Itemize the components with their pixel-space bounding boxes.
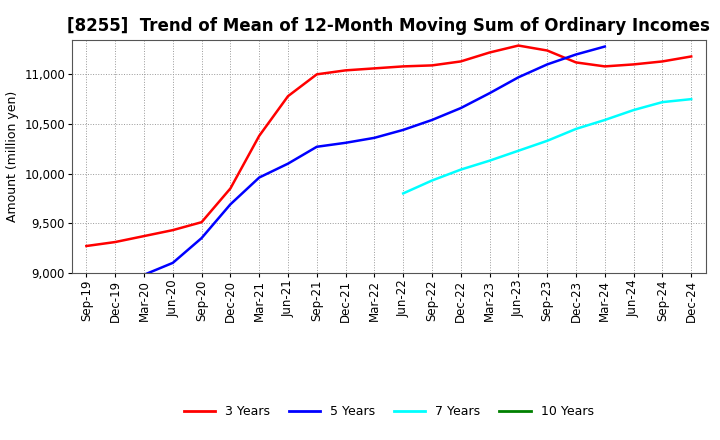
7 Years bbox=[428, 178, 436, 183]
3 Years bbox=[197, 220, 206, 225]
5 Years bbox=[600, 44, 609, 49]
5 Years bbox=[370, 135, 379, 140]
3 Years bbox=[399, 64, 408, 69]
Line: 7 Years: 7 Years bbox=[403, 99, 691, 194]
3 Years bbox=[543, 48, 552, 53]
5 Years bbox=[255, 175, 264, 180]
3 Years bbox=[514, 43, 523, 48]
5 Years bbox=[399, 127, 408, 132]
7 Years bbox=[687, 96, 696, 102]
3 Years bbox=[168, 227, 177, 233]
5 Years bbox=[226, 202, 235, 207]
3 Years bbox=[687, 54, 696, 59]
3 Years bbox=[485, 50, 494, 55]
5 Years bbox=[284, 161, 292, 166]
7 Years bbox=[399, 191, 408, 196]
7 Years bbox=[600, 117, 609, 123]
Line: 5 Years: 5 Years bbox=[144, 47, 605, 275]
5 Years bbox=[341, 140, 350, 146]
7 Years bbox=[514, 148, 523, 154]
3 Years bbox=[658, 59, 667, 64]
7 Years bbox=[658, 99, 667, 105]
Title: [8255]  Trend of Mean of 12-Month Moving Sum of Ordinary Incomes: [8255] Trend of Mean of 12-Month Moving … bbox=[68, 17, 710, 35]
5 Years bbox=[572, 52, 580, 57]
3 Years bbox=[140, 234, 148, 239]
3 Years bbox=[111, 239, 120, 245]
7 Years bbox=[456, 167, 465, 172]
3 Years bbox=[82, 243, 91, 249]
5 Years bbox=[140, 272, 148, 278]
Legend: 3 Years, 5 Years, 7 Years, 10 Years: 3 Years, 5 Years, 7 Years, 10 Years bbox=[179, 400, 598, 423]
7 Years bbox=[543, 138, 552, 143]
5 Years bbox=[428, 117, 436, 123]
3 Years bbox=[428, 63, 436, 68]
5 Years bbox=[485, 91, 494, 96]
3 Years bbox=[600, 64, 609, 69]
3 Years bbox=[629, 62, 638, 67]
3 Years bbox=[284, 94, 292, 99]
3 Years bbox=[572, 60, 580, 65]
5 Years bbox=[514, 75, 523, 80]
3 Years bbox=[370, 66, 379, 71]
Y-axis label: Amount (million yen): Amount (million yen) bbox=[6, 91, 19, 222]
7 Years bbox=[629, 107, 638, 113]
5 Years bbox=[197, 235, 206, 241]
7 Years bbox=[572, 126, 580, 132]
3 Years bbox=[312, 72, 321, 77]
7 Years bbox=[485, 158, 494, 163]
5 Years bbox=[168, 260, 177, 265]
3 Years bbox=[341, 68, 350, 73]
5 Years bbox=[312, 144, 321, 150]
5 Years bbox=[543, 62, 552, 67]
3 Years bbox=[226, 186, 235, 191]
3 Years bbox=[255, 133, 264, 139]
5 Years bbox=[456, 106, 465, 111]
3 Years bbox=[456, 59, 465, 64]
Line: 3 Years: 3 Years bbox=[86, 46, 691, 246]
